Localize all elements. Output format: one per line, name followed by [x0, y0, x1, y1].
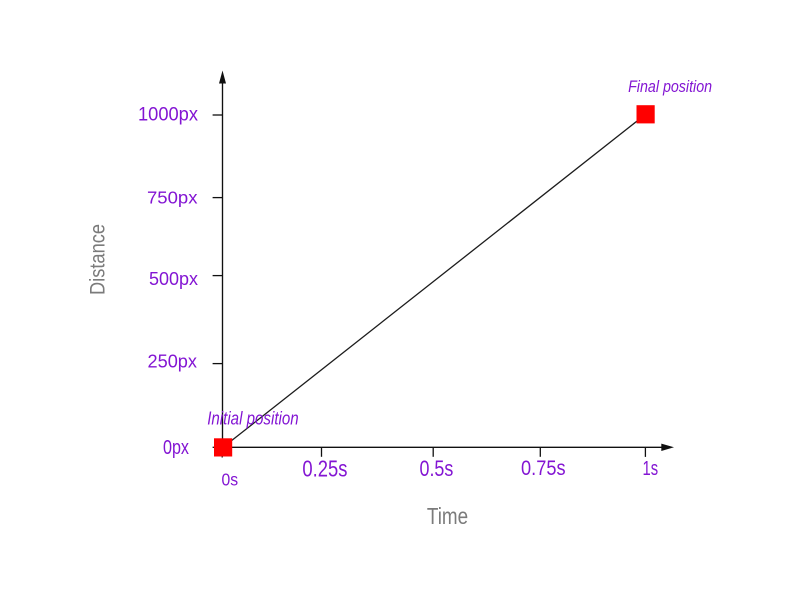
svg-text:0px: 0px — [163, 437, 189, 459]
svg-text:0s: 0s — [222, 469, 239, 489]
svg-text:1000px: 1000px — [138, 105, 198, 126]
svg-text:0.5s: 0.5s — [420, 456, 454, 481]
svg-text:0.75s: 0.75s — [521, 457, 566, 480]
svg-text:500px: 500px — [149, 269, 198, 289]
svg-text:Initial position: Initial position — [207, 408, 299, 428]
svg-text:250px: 250px — [148, 352, 198, 372]
svg-text:1s: 1s — [643, 457, 659, 480]
svg-text:Distance: Distance — [85, 224, 109, 295]
svg-text:Time: Time — [427, 503, 468, 529]
svg-text:Final position: Final position — [628, 77, 712, 96]
svg-text:0.25s: 0.25s — [302, 456, 347, 482]
svg-text:750px: 750px — [147, 188, 198, 208]
